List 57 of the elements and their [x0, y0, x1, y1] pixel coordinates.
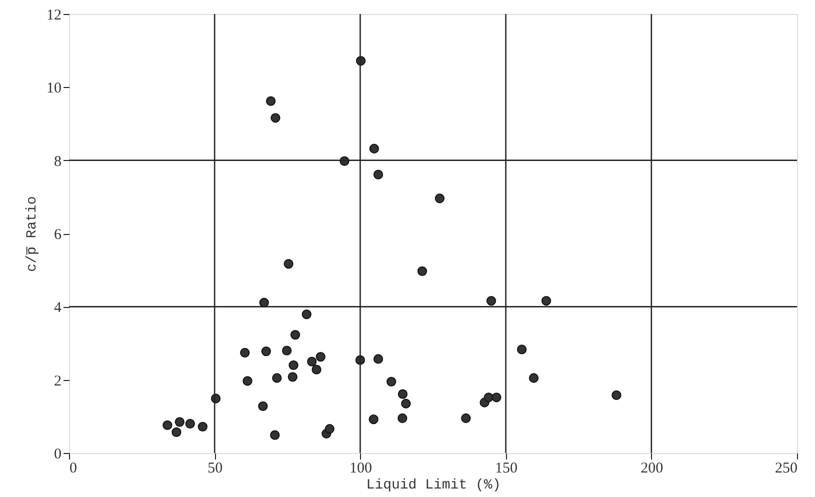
- y-tick-label: 10: [46, 80, 62, 97]
- point: [240, 348, 250, 358]
- point: [528, 373, 539, 383]
- y-tick-label: 12: [46, 8, 62, 24]
- point: [486, 296, 496, 306]
- y-tick-label: 6: [54, 227, 62, 243]
- point: [266, 96, 276, 106]
- x-tick-label: 150: [495, 460, 518, 476]
- x-tick-label: 0: [70, 460, 77, 476]
- point: [261, 346, 271, 356]
- point: [434, 194, 445, 204]
- point: [270, 113, 280, 123]
- x-tick-label: 200: [640, 460, 664, 476]
- point: [302, 310, 312, 320]
- point: [312, 364, 322, 374]
- point: [288, 360, 298, 370]
- point: [258, 401, 268, 411]
- y-tick-label: 0: [54, 446, 62, 462]
- point: [369, 144, 380, 154]
- point: [174, 417, 184, 427]
- point: [307, 356, 317, 366]
- y-tick-label: 2: [54, 373, 62, 390]
- point: [282, 346, 292, 356]
- point: [417, 266, 428, 276]
- x-tick-label: 100: [349, 460, 372, 476]
- point: [242, 376, 252, 386]
- point: [484, 392, 494, 402]
- point: [398, 413, 408, 424]
- point: [541, 296, 552, 306]
- point: [172, 427, 182, 437]
- point: [284, 259, 294, 269]
- point: [368, 414, 378, 424]
- point: [398, 389, 408, 399]
- point: [461, 413, 471, 424]
- point: [162, 420, 172, 430]
- point: [288, 372, 298, 382]
- point: [290, 330, 300, 340]
- point: [272, 373, 282, 383]
- point: [316, 352, 326, 362]
- point: [324, 424, 334, 434]
- x-tick-label: 50: [208, 460, 223, 476]
- y-tick-label: 4: [54, 300, 62, 316]
- point: [198, 422, 208, 432]
- y-axis-title: c/p̅ Ratio: [24, 196, 40, 272]
- point: [612, 390, 622, 400]
- x-axis-title: Liquid Limit (%): [366, 478, 501, 494]
- x-tick-label: 250: [775, 460, 798, 476]
- point: [386, 376, 396, 386]
- point: [185, 418, 195, 429]
- point: [259, 298, 269, 308]
- point: [516, 344, 527, 354]
- point: [492, 392, 502, 402]
- point: [373, 170, 384, 180]
- point: [401, 398, 411, 408]
- point: [373, 354, 384, 364]
- y-tick-label: 8: [54, 154, 62, 170]
- point: [270, 430, 280, 440]
